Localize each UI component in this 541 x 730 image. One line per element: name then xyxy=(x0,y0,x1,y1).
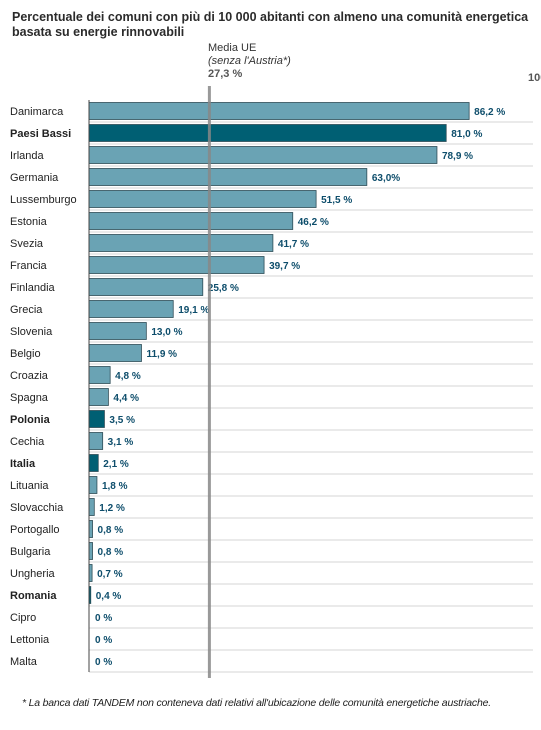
category-label: Bulgaria xyxy=(10,546,51,558)
value-label: 0,8 % xyxy=(98,547,124,558)
bar xyxy=(88,256,265,274)
bar xyxy=(88,454,99,472)
value-label: 13,0 % xyxy=(151,327,182,338)
bar xyxy=(88,388,109,406)
chart-title: Percentuale dei comuni con più di 10 000… xyxy=(12,10,529,39)
bar xyxy=(88,410,105,428)
value-label: 25,8 % xyxy=(208,283,239,294)
value-label: 19,1 % xyxy=(178,305,209,316)
value-label: 39,7 % xyxy=(269,261,300,272)
axis-max-label: 100 xyxy=(528,72,541,84)
eu-mean-label: Media UE (senza l'Austria*) 27,3 % xyxy=(208,42,291,81)
bar xyxy=(88,476,98,494)
bar xyxy=(88,124,447,142)
category-label: Grecia xyxy=(10,304,43,316)
bar xyxy=(88,432,104,450)
category-label: Danimarca xyxy=(10,106,64,118)
value-label: 86,2 % xyxy=(474,107,505,118)
bar xyxy=(88,344,142,362)
value-label: 81,0 % xyxy=(451,129,482,140)
category-label: Germania xyxy=(10,172,59,184)
eu-mean-title: Media UE xyxy=(208,42,257,54)
eu-mean-subtitle: (senza l'Austria*) xyxy=(208,55,291,67)
category-label: Croazia xyxy=(10,370,49,382)
value-label: 3,5 % xyxy=(109,415,135,426)
category-label: Francia xyxy=(10,260,48,272)
category-label: Belgio xyxy=(10,348,41,360)
category-label: Svezia xyxy=(10,238,44,250)
category-label: Slovenia xyxy=(10,326,53,338)
value-label: 0,4 % xyxy=(96,591,122,602)
value-label: 4,4 % xyxy=(113,393,139,404)
value-label: 2,1 % xyxy=(103,459,129,470)
category-label: Malta xyxy=(10,656,38,668)
category-label: Portogallo xyxy=(10,524,60,536)
value-label: 1,2 % xyxy=(99,503,125,514)
value-label: 0 % xyxy=(95,657,112,668)
bar xyxy=(88,366,111,384)
bar xyxy=(88,300,174,318)
bar xyxy=(88,322,147,340)
footnote: * La banca dati TANDEM non conteneva dat… xyxy=(22,697,491,709)
bar xyxy=(88,234,274,252)
category-label: Irlanda xyxy=(10,150,45,162)
value-label: 78,9 % xyxy=(442,151,473,162)
value-label: 46,2 % xyxy=(298,217,329,228)
value-label: 0 % xyxy=(95,635,112,646)
bar xyxy=(88,542,93,560)
value-label: 51,5 % xyxy=(321,195,352,206)
bar-chart: Danimarca 86,2 % Paesi Bassi 81,0 % Irlanda 7… xyxy=(10,86,533,678)
value-label: 0 % xyxy=(95,613,112,624)
value-label: 41,7 % xyxy=(278,239,309,250)
bar xyxy=(88,102,470,120)
value-label: 4,8 % xyxy=(115,371,141,382)
eu-mean-value: 27,3 % xyxy=(208,68,243,80)
bar xyxy=(88,520,93,538)
bar xyxy=(88,190,317,208)
category-label: Cipro xyxy=(10,612,36,624)
bar xyxy=(88,146,438,164)
value-label: 1,8 % xyxy=(102,481,128,492)
value-label: 63,0% xyxy=(372,173,400,184)
category-label: Paesi Bassi xyxy=(10,128,71,140)
bar xyxy=(88,212,294,230)
bar xyxy=(88,168,368,186)
category-label: Lussemburgo xyxy=(10,194,77,206)
value-label: 0,7 % xyxy=(97,569,123,580)
category-label: Cechia xyxy=(10,436,45,448)
category-label: Italia xyxy=(10,458,36,470)
category-label: Romania xyxy=(10,590,57,602)
category-label: Ungheria xyxy=(10,568,56,580)
category-label: Finlandia xyxy=(10,282,56,294)
value-label: 11,9 % xyxy=(146,349,177,360)
category-label: Estonia xyxy=(10,216,48,228)
value-label: 3,1 % xyxy=(108,437,134,448)
category-label: Lettonia xyxy=(10,634,50,646)
category-label: Spagna xyxy=(10,392,49,404)
value-label: 0,8 % xyxy=(98,525,124,536)
category-label: Slovacchia xyxy=(10,502,64,514)
category-label: Lituania xyxy=(10,480,49,492)
bar xyxy=(88,498,95,516)
bar xyxy=(88,278,204,296)
category-label: Polonia xyxy=(10,414,51,426)
